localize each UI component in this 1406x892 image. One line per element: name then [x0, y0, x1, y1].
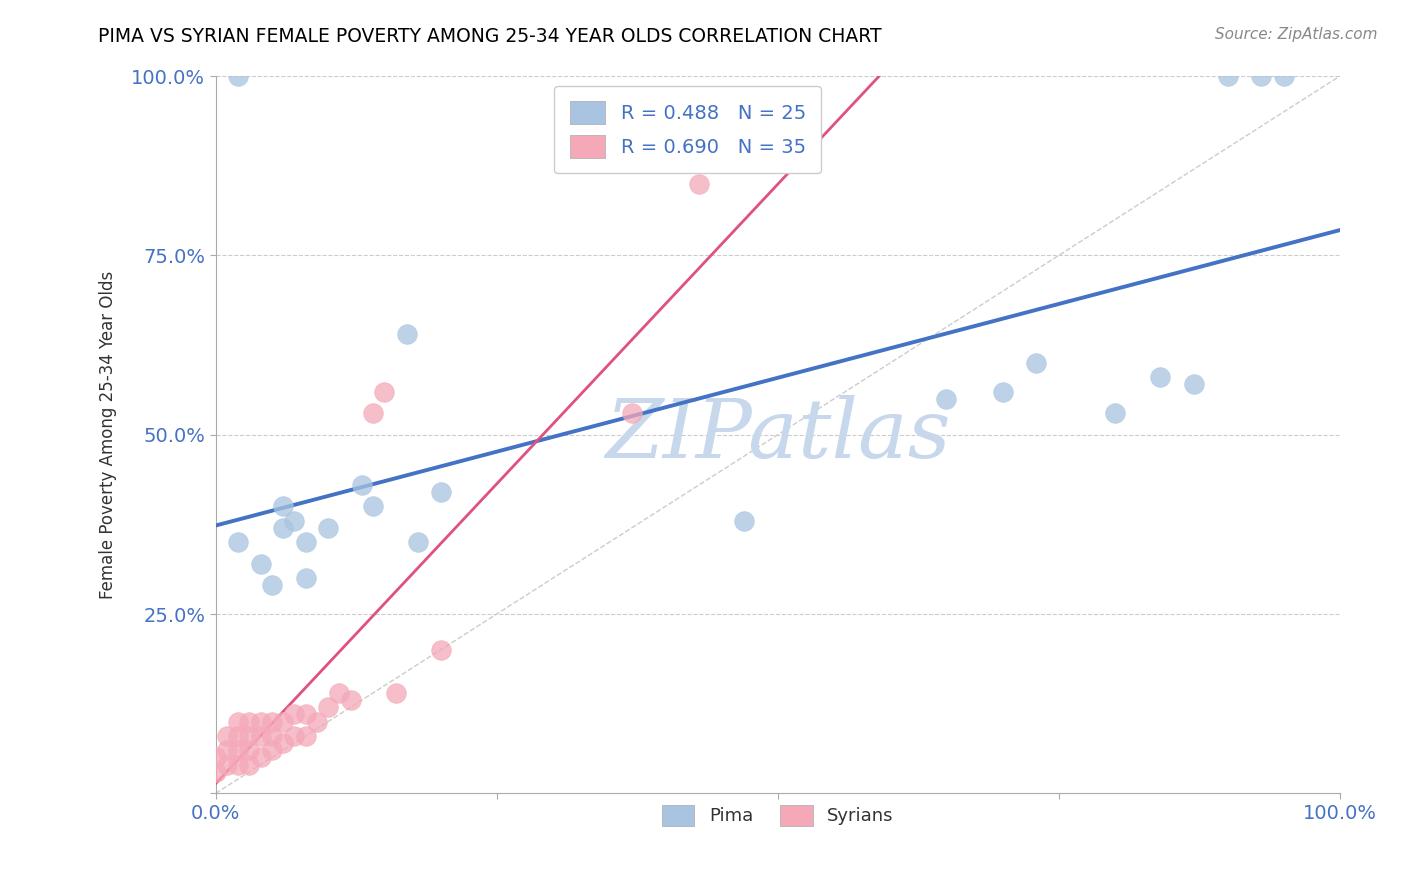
Point [249, 750, 271, 764]
Point [328, 686, 350, 700]
Point [1250, 69, 1272, 83]
Point [204, 764, 226, 779]
Point [406, 535, 429, 549]
Point [215, 757, 238, 772]
Point [238, 757, 260, 772]
Point [226, 757, 249, 772]
Point [238, 729, 260, 743]
Point [1149, 370, 1171, 384]
Point [395, 327, 418, 342]
Point [215, 743, 238, 757]
Point [260, 714, 283, 729]
Point [283, 707, 305, 722]
Point [204, 750, 226, 764]
Point [271, 736, 294, 750]
Point [688, 177, 710, 191]
Point [271, 521, 294, 535]
Point [226, 729, 249, 743]
Point [316, 521, 339, 535]
Point [271, 500, 294, 514]
Point [1272, 69, 1295, 83]
Point [226, 69, 249, 83]
Point [935, 392, 957, 406]
Point [260, 578, 283, 592]
Point [361, 406, 384, 420]
Point [226, 535, 249, 549]
Point [1104, 406, 1126, 420]
Point [316, 700, 339, 714]
Y-axis label: Female Poverty Among 25-34 Year Olds: Female Poverty Among 25-34 Year Olds [100, 270, 117, 599]
Point [271, 714, 294, 729]
Point [620, 406, 643, 420]
Point [215, 729, 238, 743]
Point [384, 686, 406, 700]
Point [249, 729, 271, 743]
Point [249, 557, 271, 571]
Point [294, 571, 316, 585]
Point [373, 384, 395, 399]
Point [226, 714, 249, 729]
Text: Source: ZipAtlas.com: Source: ZipAtlas.com [1215, 27, 1378, 42]
Point [361, 500, 384, 514]
Point [294, 707, 316, 722]
Point [238, 743, 260, 757]
Point [991, 384, 1014, 399]
Point [238, 714, 260, 729]
Point [294, 729, 316, 743]
Point [1216, 69, 1239, 83]
Point [429, 643, 451, 657]
Point [260, 729, 283, 743]
Legend: Pima, Syrians: Pima, Syrians [652, 796, 903, 835]
Point [350, 478, 373, 492]
Point [1025, 356, 1047, 370]
Point [1182, 377, 1205, 392]
Point [283, 729, 305, 743]
Point [305, 714, 328, 729]
Text: PIMA VS SYRIAN FEMALE POVERTY AMONG 25-34 YEAR OLDS CORRELATION CHART: PIMA VS SYRIAN FEMALE POVERTY AMONG 25-3… [98, 27, 882, 45]
Point [339, 693, 361, 707]
Point [249, 714, 271, 729]
Point [294, 535, 316, 549]
Point [260, 743, 283, 757]
Point [283, 514, 305, 528]
Point [226, 743, 249, 757]
Point [429, 485, 451, 500]
Point [733, 514, 755, 528]
Text: ZIPatlas: ZIPatlas [605, 394, 950, 475]
